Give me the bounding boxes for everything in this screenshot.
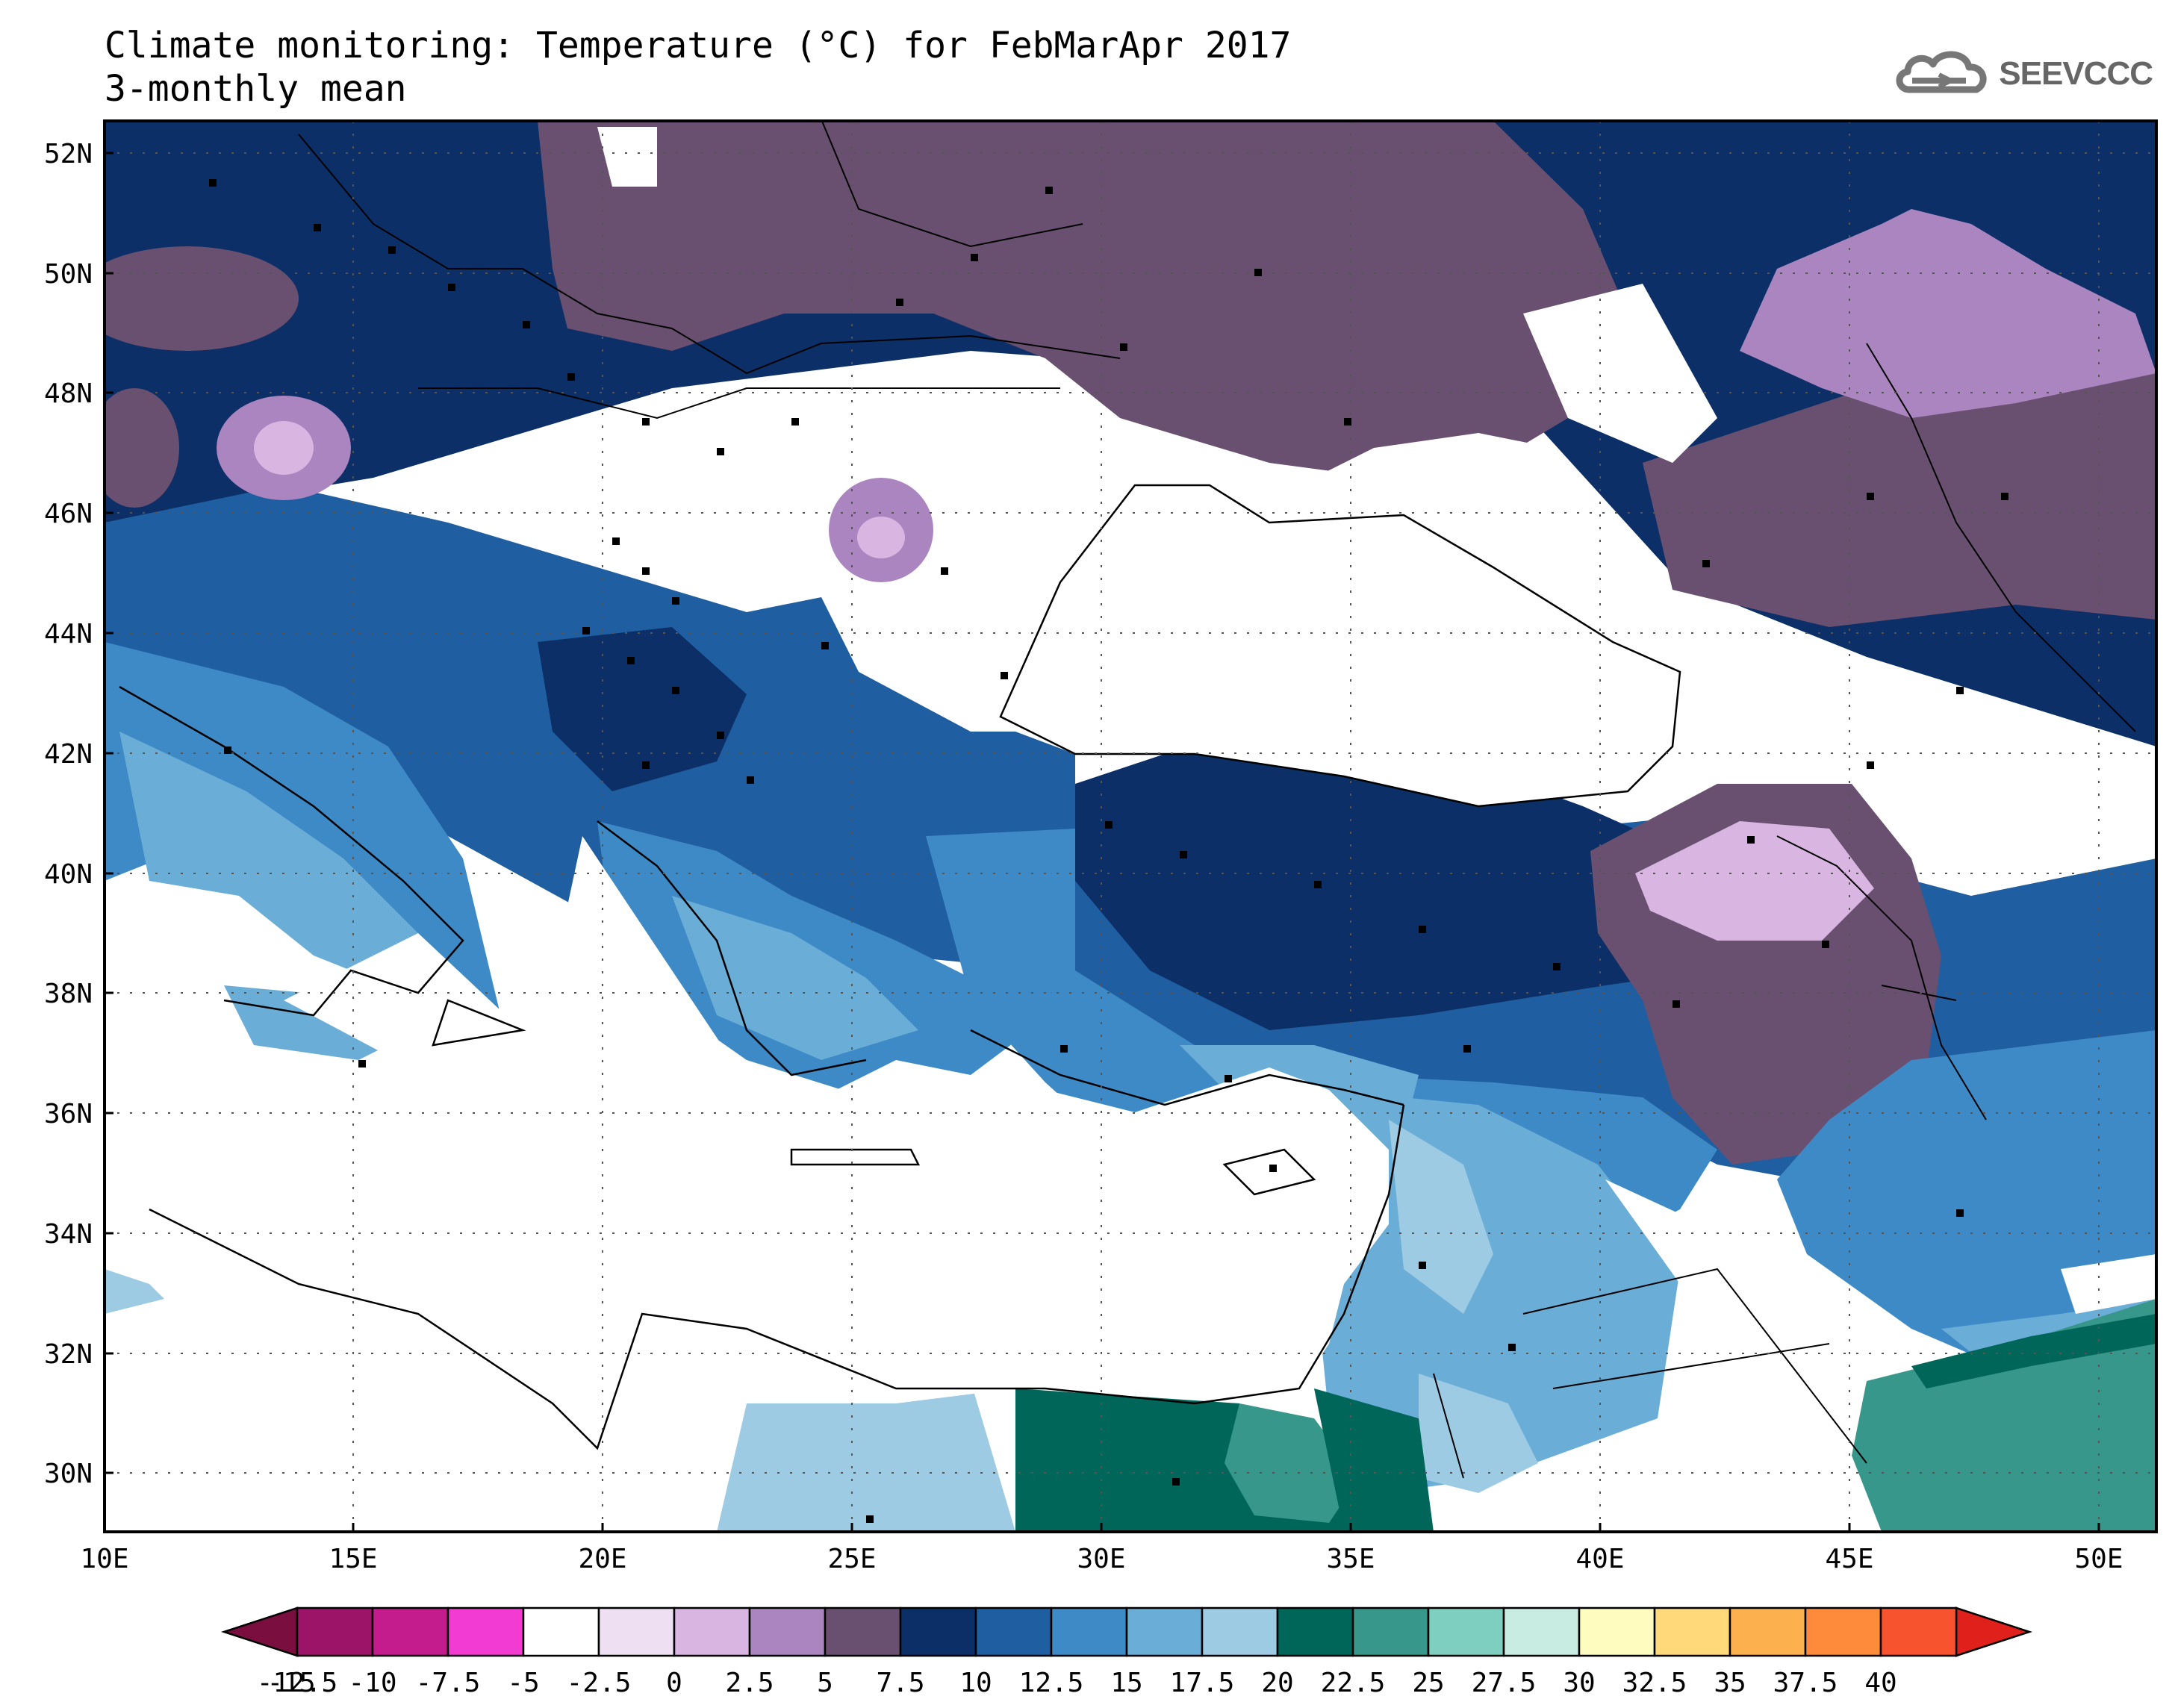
colorbar-label: 25 [1412,1668,1444,1698]
colorbar-label: 5 [817,1668,833,1698]
colorbar-swatch [1729,1606,1807,1657]
lon-tick: 50E [2074,1544,2123,1574]
lon-tick: 15E [329,1544,377,1574]
latitude-axis: 52N 50N 48N 46N 44N 42N 40N 38N 36N 34N … [44,139,93,1489]
lat-tick: 38N [44,979,93,1009]
colorbar-swatch [1201,1606,1279,1657]
colorbar-swatch [1502,1606,1581,1657]
seevccc-logo: SEEVCCC [1894,46,2153,102]
colorbar-swatch [1578,1606,1656,1657]
colorbar: -15-12.5 -10 -7.5 -5 -2.5 0 2.5 5 7.5 10 12.5 15 17.… [220,1606,2033,1698]
map-frame [103,119,2158,1533]
colorbar-label: 10 [959,1668,992,1698]
colorbar-swatch [1125,1606,1204,1657]
lat-tick: 46N [44,499,93,529]
lat-tick: 50N [44,259,93,290]
colorbar-label: 30 [1563,1668,1595,1698]
colorbar-swatch [1653,1606,1731,1657]
colorbar-label: 17.5 [1170,1668,1235,1698]
colorbar-label: 12.5 [1019,1668,1084,1698]
colorbar-label: -2.5 [567,1668,632,1698]
colorbar-label: -10 [348,1668,396,1698]
colorbar-swatch [1879,1606,1958,1657]
cloud-icon [1894,46,1991,102]
colorbar-swatch [446,1606,525,1657]
colorbar-swatch [748,1606,827,1657]
colorbar-swatch [899,1606,977,1657]
colorbar-swatch [597,1606,676,1657]
colorbar-swatch [673,1606,751,1657]
colorbar-label: 15 [1110,1668,1142,1698]
map-subtitle: 3-monthly mean [105,68,407,110]
temperature-field [105,121,2156,1532]
colorbar-label: 32.5 [1622,1668,1687,1698]
lat-tick: 42N [44,739,93,770]
lat-tick: 40N [44,859,93,890]
colorbar-swatch [824,1606,902,1657]
colorbar-low-arrow [220,1606,299,1657]
colorbar-label: 20 [1261,1668,1293,1698]
lat-tick: 44N [44,619,93,649]
lat-tick: 48N [44,378,93,409]
longitude-axis: 10E 15E 20E 25E 30E 35E 40E 45E 50E [80,1544,2123,1574]
colorbar-label: 22.5 [1321,1668,1386,1698]
colorbar-swatch [1351,1606,1430,1657]
colorbar-swatch [1276,1606,1354,1657]
lon-tick: 45E [1825,1544,1873,1574]
lat-tick: 36N [44,1099,93,1129]
colorbar-swatch [1804,1606,1882,1657]
colorbar-label: 37.5 [1773,1668,1838,1698]
colorbar-label: 0 [666,1668,682,1698]
colorbar-swatch [522,1606,600,1657]
map-title: Climate monitoring: Temperature (°C) for… [105,25,1292,66]
colorbar-label: -12.5 [257,1668,337,1698]
colorbar-label: 7.5 [876,1668,924,1698]
lon-tick: 20E [578,1544,626,1574]
colorbar-label: -15 [267,1668,315,1698]
lon-tick: 35E [1326,1544,1375,1574]
lon-tick: 25E [827,1544,876,1574]
colorbar-swatch [371,1606,449,1657]
colorbar-swatch [1050,1606,1128,1657]
colorbar-label: 40 [1864,1668,1896,1698]
lon-tick: 40E [1575,1544,1624,1574]
colorbar-swatch [296,1606,374,1657]
lon-tick: 30E [1077,1544,1125,1574]
colorbar-label: 27.5 [1472,1668,1537,1698]
colorbar-label: 35 [1714,1668,1746,1698]
lat-tick: 52N [44,139,93,169]
colorbar-label: 2.5 [725,1668,774,1698]
colorbar-label: -7.5 [416,1668,481,1698]
colorbar-swatch [974,1606,1053,1657]
logo-text: SEEVCCC [1999,55,2153,92]
lon-tick: 10E [80,1544,128,1574]
lat-tick: 34N [44,1219,93,1250]
lat-tick: 30N [44,1459,93,1489]
colorbar-label: -5 [507,1668,539,1698]
colorbar-high-arrow [1955,1606,2033,1657]
lat-tick: 32N [44,1339,93,1370]
colorbar-swatch [1427,1606,1505,1657]
